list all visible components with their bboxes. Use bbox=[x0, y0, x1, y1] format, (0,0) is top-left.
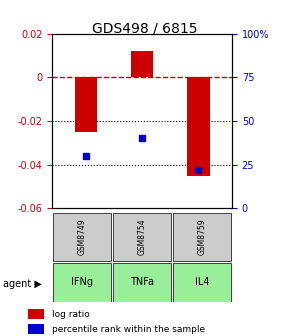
Bar bbox=[131, 51, 153, 77]
FancyBboxPatch shape bbox=[173, 213, 231, 261]
FancyBboxPatch shape bbox=[113, 213, 171, 261]
Text: IFNg: IFNg bbox=[71, 277, 93, 287]
FancyBboxPatch shape bbox=[53, 213, 111, 261]
Text: log ratio: log ratio bbox=[52, 310, 90, 319]
Text: GSM8749: GSM8749 bbox=[78, 218, 87, 255]
FancyBboxPatch shape bbox=[173, 263, 231, 302]
FancyBboxPatch shape bbox=[113, 263, 171, 302]
Text: percentile rank within the sample: percentile rank within the sample bbox=[52, 325, 205, 334]
Text: IL4: IL4 bbox=[195, 277, 209, 287]
Text: GSM8754: GSM8754 bbox=[137, 218, 147, 255]
Text: GSM8759: GSM8759 bbox=[197, 218, 206, 255]
Text: TNFa: TNFa bbox=[130, 277, 154, 287]
Text: GDS498 / 6815: GDS498 / 6815 bbox=[92, 22, 198, 36]
Bar bbox=[75, 77, 97, 132]
Text: agent ▶: agent ▶ bbox=[3, 279, 42, 289]
FancyBboxPatch shape bbox=[53, 263, 111, 302]
Bar bbox=[187, 77, 210, 175]
Bar bbox=[28, 309, 44, 319]
Bar bbox=[28, 324, 44, 335]
